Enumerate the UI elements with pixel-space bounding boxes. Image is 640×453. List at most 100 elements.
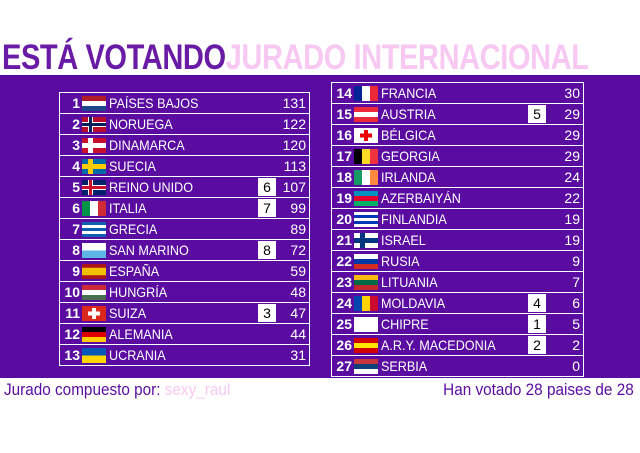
country: A.R.Y. MACEDONIA: [381, 337, 496, 353]
country: AUSTRIA: [381, 106, 436, 122]
total: 59: [290, 263, 306, 279]
flag: [354, 296, 379, 311]
title-left: ESTÁ VOTANDO: [2, 38, 226, 77]
flag: [82, 243, 106, 259]
total: 7: [572, 274, 580, 290]
row: 6 ITALIA 7 99: [60, 198, 309, 219]
country: DINAMARCA: [109, 137, 185, 153]
country: UCRANIA: [109, 347, 166, 363]
points: 7: [258, 199, 276, 217]
country: FRANCIA: [381, 85, 437, 101]
rank: 12: [64, 326, 80, 342]
flag: [354, 317, 378, 333]
flag: [354, 233, 378, 248]
rank: 8: [72, 242, 80, 258]
rank: 15: [336, 106, 352, 122]
rank: 7: [72, 221, 80, 237]
left-table: 1 PAÍSES BAJOS 131 2 NORUEGA 122 3 DINAMARCA 120…: [59, 92, 310, 366]
country: SUECIA: [109, 158, 156, 174]
total: 0: [572, 358, 580, 374]
row: 24 MOLDAVIA 4 6: [332, 293, 583, 314]
flag: [82, 327, 106, 343]
flag: [354, 128, 378, 143]
rank: 5: [72, 179, 80, 195]
country: SUIZA: [109, 305, 147, 321]
row: 18 IRLANDA 24: [332, 167, 583, 188]
rank: 2: [72, 116, 80, 132]
total: 31: [290, 347, 306, 363]
rank: 10: [64, 284, 80, 300]
total: 89: [290, 221, 306, 237]
flag: [82, 306, 106, 321]
row: 19 AZERBAIYÁN 22: [332, 188, 583, 209]
total: 47: [290, 305, 306, 321]
flag: [82, 117, 106, 132]
total: 29: [564, 148, 580, 164]
total: 113: [283, 158, 306, 174]
flag: [354, 359, 378, 375]
row: 11 SUIZA 3 47: [60, 303, 309, 324]
total: 2: [572, 337, 580, 353]
rank: 19: [336, 190, 352, 206]
rank: 27: [336, 358, 352, 374]
points: 1: [528, 315, 546, 333]
row: 20 FINLANDIA 19: [332, 209, 583, 230]
points: 8: [258, 241, 276, 259]
row: 14 FRANCIA 30: [332, 83, 583, 104]
total: 24: [564, 169, 580, 185]
flag: [82, 138, 106, 153]
flag: [82, 180, 106, 195]
country: ALEMANIA: [109, 326, 173, 342]
total: 120: [282, 137, 306, 153]
country: ITALIA: [109, 200, 147, 216]
country: GRECIA: [109, 221, 158, 237]
points: 5: [528, 105, 546, 123]
flag: [354, 86, 379, 101]
rank: 6: [72, 200, 80, 216]
total: 48: [290, 284, 306, 300]
row: 5 REINO UNIDO 6 107: [60, 177, 309, 198]
row: 4 SUECIA 113: [60, 156, 309, 177]
rank: 3: [72, 137, 80, 153]
total: 5: [572, 316, 580, 332]
total: 9: [572, 253, 580, 269]
country: RUSIA: [381, 253, 420, 269]
country: SAN MARINO: [109, 242, 189, 258]
rank: 25: [336, 316, 352, 332]
country: ESPAÑA: [109, 263, 160, 279]
total: 29: [564, 106, 580, 122]
jury-name: sexy_raul: [164, 380, 231, 399]
total: 30: [564, 85, 580, 101]
row: 10 HUNGRÍA 48: [60, 282, 309, 303]
rank: 13: [64, 347, 80, 363]
points: 6: [258, 178, 276, 196]
rank: 21: [336, 232, 352, 248]
row: 3 DINAMARCA 120: [60, 135, 309, 156]
flag: [354, 275, 378, 291]
rank: 14: [336, 85, 352, 101]
total: 72: [290, 242, 306, 258]
flag: [82, 96, 106, 112]
row: 15 AUSTRIA 5 29: [332, 104, 583, 125]
row: 23 LITUANIA 7: [332, 272, 583, 293]
total: 22: [564, 190, 580, 206]
rank: 22: [336, 253, 352, 269]
total: 131: [282, 95, 306, 111]
total: 44: [290, 326, 306, 342]
row: 9 ESPAÑA 59: [60, 261, 309, 282]
total: 107: [282, 179, 306, 195]
country: LITUANIA: [381, 274, 438, 290]
total: 19: [564, 211, 580, 227]
row: 25 CHIPRE 1 5: [332, 314, 583, 335]
row: 1 PAÍSES BAJOS 131: [60, 93, 309, 114]
country: NORUEGA: [109, 116, 173, 132]
flag: [354, 338, 378, 354]
country: REINO UNIDO: [109, 179, 194, 195]
country: GEORGIA: [381, 148, 440, 164]
row: 21 ISRAEL 19: [332, 230, 583, 251]
title: ESTÁ VOTANDOJURADO INTERNACIONAL: [2, 38, 589, 78]
row: 22 RUSIA 9: [332, 251, 583, 272]
country: IRLANDA: [381, 169, 436, 185]
right-table: 14 FRANCIA 30 15 AUSTRIA 5 29 16 BÉLGICA 29 17 GEOR…: [331, 82, 584, 377]
